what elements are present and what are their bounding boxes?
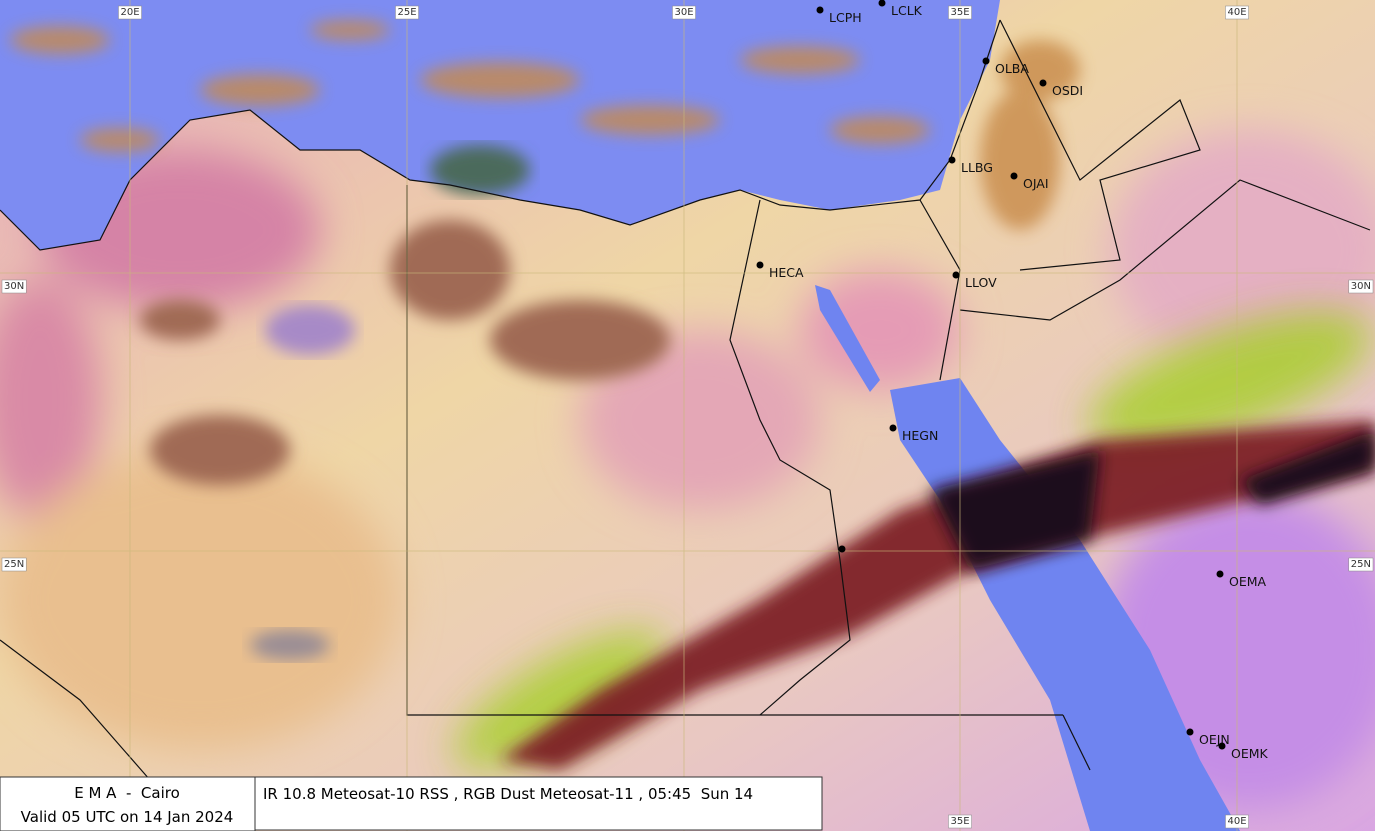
grid-label-box — [1225, 5, 1249, 20]
grid-label-text: 30N — [4, 281, 24, 292]
grid-label: 30E — [672, 5, 696, 20]
station-dot — [952, 271, 960, 279]
station-dot — [1186, 728, 1194, 736]
station-dot — [1010, 172, 1018, 180]
grid-label-box — [948, 814, 972, 829]
station-label: LCLK — [891, 3, 923, 18]
station-label: HEGN — [902, 428, 938, 443]
grid-label: 30N — [1, 279, 27, 294]
station-dot — [982, 57, 990, 65]
grid-label-box — [1, 279, 27, 294]
grid-label-box — [672, 5, 696, 20]
grid-label-box — [118, 5, 142, 20]
station-dot — [948, 156, 956, 164]
station-dot — [816, 6, 824, 14]
grid-label-text: 40E — [1227, 7, 1246, 18]
station-label: LLOV — [965, 275, 997, 290]
grid-label-box — [1348, 557, 1374, 572]
caption-product: IR 10.8 Meteosat-10 RSS , RGB Dust Meteo… — [263, 785, 753, 803]
grid-label: 20E — [118, 5, 142, 20]
grid-label-box — [1, 557, 27, 572]
grid-label-text: 30E — [674, 7, 693, 18]
caption-box — [0, 776, 256, 832]
grid-label-box — [1348, 279, 1374, 294]
station-label: OEMA — [1229, 574, 1267, 589]
station-dot — [838, 545, 846, 553]
grid-label-box — [948, 5, 972, 20]
caption-box — [254, 776, 823, 831]
grid-label-text: 25N — [1351, 559, 1371, 570]
caption: E M A - Cairo Valid 05 UTC on 14 Jan 202… — [0, 776, 823, 832]
station-dot — [1039, 79, 1047, 87]
grid-label: 25N — [1, 557, 27, 572]
grid-label-text: 35E — [950, 7, 969, 18]
station-dot — [878, 0, 886, 7]
grid-label: 30N — [1348, 279, 1374, 294]
grid-label-text: 25E — [397, 7, 416, 18]
station-dot — [1216, 570, 1224, 578]
caption-valid: Valid 05 UTC on 14 Jan 2024 — [21, 808, 234, 826]
station-dot — [889, 424, 897, 432]
caption-agency: E M A - Cairo — [74, 784, 180, 802]
grid-label: 25N — [1348, 557, 1374, 572]
grid-label-text: 25N — [4, 559, 24, 570]
grid-label: 40E — [1225, 814, 1249, 829]
station-dot — [1218, 742, 1226, 750]
station-label: OSDI — [1052, 83, 1083, 98]
station-label: LLBG — [961, 160, 993, 175]
grid-label: 40E — [1225, 5, 1249, 20]
grid-label: 25E — [395, 5, 419, 20]
station-dot — [756, 261, 764, 269]
station-label: OJAI — [1023, 176, 1049, 191]
grid-label: 35E — [948, 814, 972, 829]
grid-label-text: 35E — [950, 816, 969, 827]
grid-label-box — [1225, 814, 1249, 829]
grid-label-text: 40E — [1227, 816, 1246, 827]
station-label: LCPH — [829, 10, 862, 25]
grid-label-text: 30N — [1351, 281, 1371, 292]
grid-label-text: 20E — [120, 7, 139, 18]
grid-label-box — [395, 5, 419, 20]
station-label: HECA — [769, 265, 804, 280]
station-label: OLBA — [995, 61, 1029, 76]
station-label: OEMK — [1231, 746, 1269, 761]
grid-label: 35E — [948, 5, 972, 20]
